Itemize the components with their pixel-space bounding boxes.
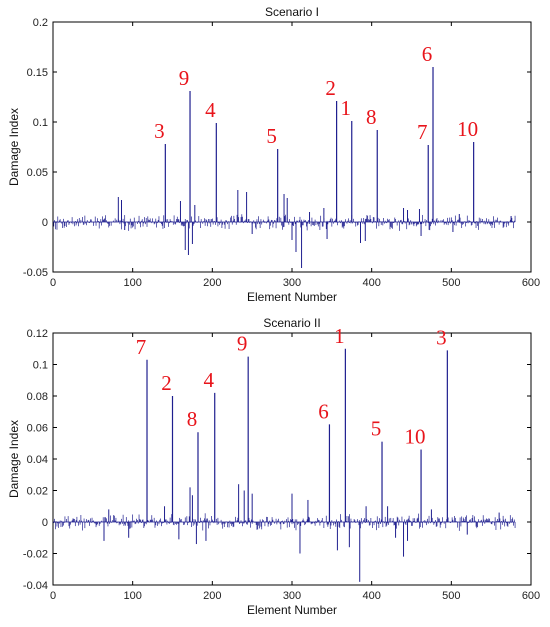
y-tick-label: 0 <box>42 517 48 529</box>
x-tick-label: 100 <box>123 277 141 289</box>
damage-location-label: 2 <box>161 371 172 395</box>
x-tick-label: 600 <box>522 277 540 289</box>
damage-location-label: 9 <box>179 66 190 90</box>
y-tick-label: 0.15 <box>27 67 48 79</box>
x-tick-label: 0 <box>50 277 56 289</box>
x-axis-label: Element Number <box>247 603 337 617</box>
y-tick-label: 0.06 <box>27 423 48 435</box>
damage-location-label: 4 <box>203 368 214 392</box>
damage-location-label: 10 <box>457 117 478 141</box>
y-tick-label: -0.05 <box>23 267 48 279</box>
chart-title: Scenario II <box>263 316 320 330</box>
y-tick-label: 0 <box>42 217 48 229</box>
damage-location-label: 3 <box>154 119 165 143</box>
damage-location-label: 10 <box>405 425 426 449</box>
x-tick-label: 300 <box>283 277 301 289</box>
y-tick-label: 0.2 <box>33 17 48 29</box>
damage-location-label: 9 <box>237 332 248 356</box>
x-tick-label: 500 <box>442 277 460 289</box>
y-tick-label: 0.1 <box>33 360 48 372</box>
x-tick-label: 100 <box>123 590 141 602</box>
damage-location-label: 7 <box>417 120 428 144</box>
y-axis-label: Damage Index <box>7 420 21 498</box>
y-tick-label: 0.12 <box>27 328 48 340</box>
damage-location-label: 3 <box>436 325 447 349</box>
damage-location-label: 5 <box>371 417 382 441</box>
damage-location-label: 2 <box>325 76 336 100</box>
damage-location-label: 5 <box>266 124 277 148</box>
y-tick-label: -0.02 <box>23 549 48 561</box>
x-tick-label: 600 <box>522 590 540 602</box>
y-tick-label: 0.08 <box>27 391 48 403</box>
x-tick-label: 500 <box>442 590 460 602</box>
x-tick-label: 400 <box>362 277 380 289</box>
y-tick-label: 0.05 <box>27 167 48 179</box>
y-tick-label: 0.02 <box>27 486 48 498</box>
x-tick-label: 0 <box>50 590 56 602</box>
chart-title: Scenario I <box>265 5 319 19</box>
x-tick-label: 200 <box>203 590 221 602</box>
y-tick-label: -0.04 <box>23 580 48 592</box>
damage-location-label: 6 <box>318 399 329 423</box>
x-axis-label: Element Number <box>247 290 337 304</box>
x-tick-label: 200 <box>203 277 221 289</box>
damage-location-label: 6 <box>422 42 433 66</box>
y-tick-label: 0.04 <box>27 454 48 466</box>
damage-location-label: 7 <box>136 335 147 359</box>
damage-location-label: 8 <box>187 407 198 431</box>
plot-frame <box>52 332 532 586</box>
damage-location-label: 1 <box>334 324 345 348</box>
damage-location-label: 8 <box>366 105 377 129</box>
damage-location-label: 1 <box>341 96 352 120</box>
y-axis-label: Damage Index <box>7 108 21 186</box>
y-tick-label: 0.1 <box>33 117 48 129</box>
x-tick-label: 300 <box>283 590 301 602</box>
x-tick-label: 400 <box>362 590 380 602</box>
damage-location-label: 4 <box>205 98 216 122</box>
